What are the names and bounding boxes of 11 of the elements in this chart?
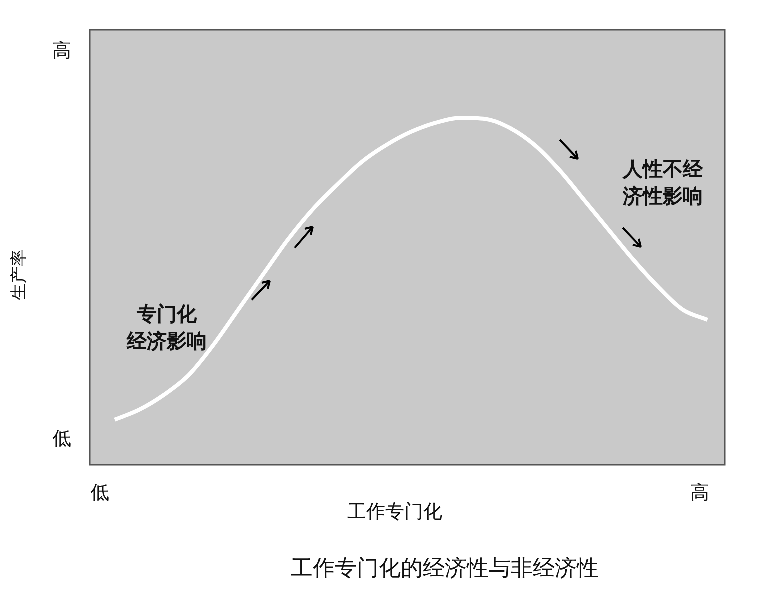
text: 工作专门化的经济性与非经济性 — [291, 556, 599, 582]
text: 低 — [90, 482, 110, 504]
annotation: 专门化 — [136, 302, 198, 326]
annotation: 经济影响 — [126, 329, 207, 354]
y-axis-title: 生产率 — [9, 250, 30, 300]
text: 高 — [52, 40, 72, 62]
annotation: 济性影响 — [622, 184, 703, 208]
text: 高 — [690, 482, 710, 504]
x-axis-title: 工作专门化 — [348, 500, 442, 523]
text: 低 — [52, 428, 72, 450]
annotation: 人性不经 — [622, 157, 704, 182]
